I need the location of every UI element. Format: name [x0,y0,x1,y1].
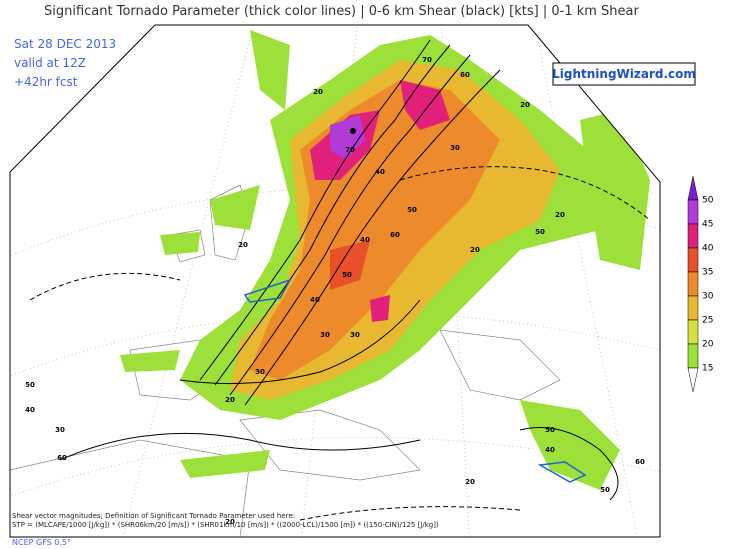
colorbar-label: 30 [702,292,714,302]
contour-label: 40 [545,446,555,454]
contour-label: 50 [545,426,555,434]
colorbar-label: 50 [702,196,714,206]
contour-label: 40 [310,296,320,304]
colorbar-swatch [687,319,699,345]
contour-label: 60 [57,454,67,462]
colorbar-swatch [687,199,699,225]
logo: LightningWizard.com [552,62,696,86]
contour-label: 20 [313,88,323,96]
valid-time: valid at 12Z [14,56,86,70]
colorbar-swatch [687,295,699,321]
colorbar-swatch [687,247,699,273]
contour-label: 40 [360,236,370,244]
colorbar-label: 35 [702,268,713,278]
contour-label: 30 [55,426,65,434]
contour-label: 30 [320,331,330,339]
footer-definition: Shear vector magnitudes; Definition of S… [12,512,295,520]
map-frame [9,24,661,538]
contour-label: 40 [375,168,385,176]
contour-label: 40 [25,406,35,414]
contour-label: 20 [225,396,235,404]
contour-label: 20 [225,518,235,526]
colorbar-label: 25 [702,316,713,326]
colorbar-label: 20 [702,340,714,350]
date: Sat 28 DEC 2013 [14,37,116,51]
contour-label: 50 [600,486,610,494]
colorbar-swatch [687,271,699,297]
colorbar-cap [687,175,699,201]
footer-model: NCEP GFS 0.5° [12,538,71,547]
colorbar: 50 45 40 35 30 25 20 15 [687,175,714,393]
contour-label: 30 [350,331,360,339]
colorbar-label: 15 [702,364,713,374]
footer-formula: STP = (MLCAPE/1000 [J/kg]) * (SHR06km/20… [12,521,439,529]
contour-label: 60 [460,71,470,79]
contour-label: 50 [535,228,545,236]
contour-label: 70 [345,146,355,154]
contour-label: 50 [25,381,35,389]
contour-label: 50 [342,271,352,279]
contour-label: 20 [238,241,248,249]
colorbar-label: 45 [702,220,713,230]
contour-label: 60 [390,231,400,239]
contour-label: 70 [422,56,432,64]
colorbar-swatch [687,223,699,249]
contour-label: 20 [465,478,475,486]
contour-label: 50 [407,206,417,214]
contour-labels: 70 60 20 70 30 40 50 20 20 30 40 60 50 40 30 20 50 40 20 30… [25,56,645,526]
contour-label: 30 [450,144,460,152]
colorbar-label: 40 [702,244,714,254]
colorbar-cap [687,367,699,393]
forecast-hour: +42hr fcst [14,75,78,89]
contour-label: 20 [470,246,480,254]
contour-label: 20 [555,211,565,219]
colorbar-swatch [687,343,699,369]
contour-label: 60 [635,458,645,466]
title: Significant Tornado Parameter (thick col… [44,4,640,19]
contour-label: 30 [255,368,265,376]
contour-label: 20 [520,101,530,109]
logo-text: LightningWizard.com [552,67,696,81]
